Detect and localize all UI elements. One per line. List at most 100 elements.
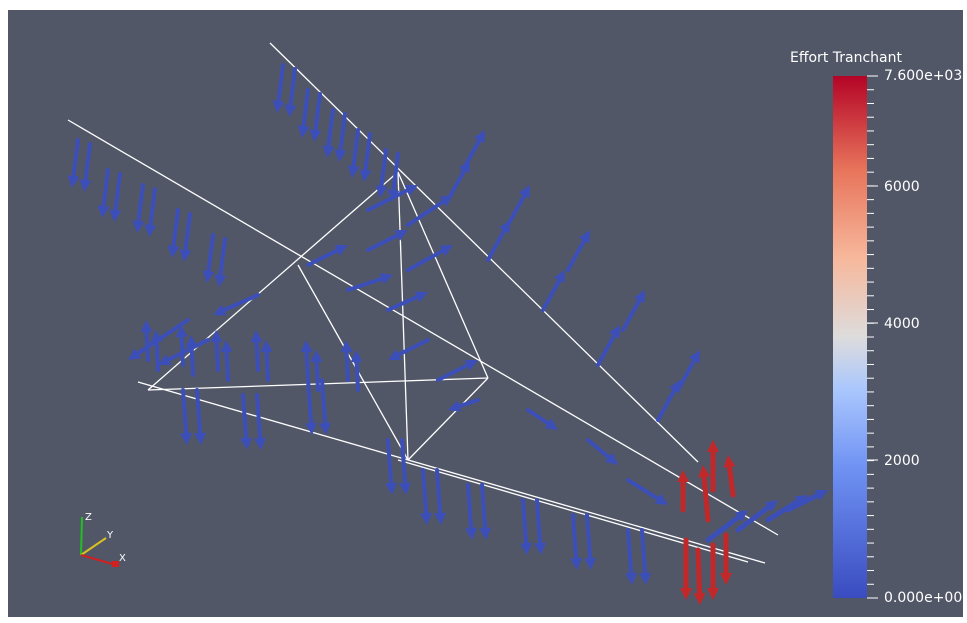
3d-render-viewport[interactable]: Effort Tranchant 7.600e+03 6000 4000 200… — [8, 10, 963, 617]
glyph-arrow-shaft — [71, 138, 80, 179]
glyph-arrow-shaft — [386, 294, 420, 312]
glyph-arrow-head — [688, 350, 700, 364]
glyph-arrow-head — [465, 527, 478, 540]
glyph-arrow-head — [420, 512, 433, 525]
glyph-arrow-shaft — [446, 168, 467, 202]
glyph-arrow-head — [404, 185, 418, 196]
mesh-edge — [407, 377, 489, 461]
glyph-arrow-shaft — [264, 349, 270, 382]
glyph-arrow-head — [175, 325, 188, 338]
glyph-arrow-shaft — [480, 483, 488, 531]
glyph-arrow-head — [414, 291, 428, 303]
glyph-arrow-head — [300, 340, 313, 353]
glyph-arrow-shaft — [621, 298, 642, 332]
y-axis-line — [80, 537, 107, 556]
glyph-arrow-head — [633, 290, 645, 304]
glyph-arrow-shaft — [183, 212, 192, 253]
colorbar-tick-label: 4000 — [884, 316, 920, 332]
glyph-arrow-head — [67, 175, 80, 188]
glyph-arrow-shaft — [320, 378, 328, 426]
colorbar-min-label: 0.000e+00 — [884, 590, 963, 606]
mesh-edge — [397, 171, 489, 379]
glyph-arrow-head — [220, 340, 233, 353]
glyph-arrow-shaft — [113, 172, 122, 213]
glyph-arrow-head — [693, 592, 706, 605]
glyph-arrow-head — [319, 422, 332, 435]
colorbar-tick-label: 2000 — [884, 453, 920, 469]
glyph-arrow-head — [310, 350, 323, 363]
glyph-arrow-head — [97, 205, 110, 218]
glyph-arrow-head — [167, 245, 180, 258]
colorbar-tick-label: 6000 — [884, 179, 920, 195]
glyph-arrow-shaft — [306, 378, 314, 426]
glyph-arrow-shaft — [486, 228, 507, 262]
glyph-arrow-shaft — [304, 349, 310, 382]
glyph-arrow-head — [334, 149, 347, 162]
glyph-arrow-shaft — [288, 67, 297, 108]
glyph-arrow-shaft — [435, 468, 443, 516]
z-axis-line — [80, 516, 83, 556]
glyph-arrow-head — [132, 220, 145, 233]
x-axis-cone — [112, 561, 119, 567]
glyph-arrow-shaft — [255, 393, 263, 441]
glyph-arrow-shaft — [136, 183, 145, 224]
mesh-edge — [297, 264, 409, 461]
glyph-arrow-shaft — [154, 339, 160, 372]
glyph-arrow-head — [698, 465, 711, 478]
glyph-arrow-shaft — [241, 393, 249, 441]
vector-glyph-scene[interactable] — [8, 10, 963, 617]
glyph-arrow-head — [764, 500, 778, 512]
glyph-arrow-head — [109, 209, 122, 222]
glyph-arrow-shaft — [406, 199, 446, 227]
glyph-arrow-head — [394, 230, 408, 241]
glyph-arrow-shaft — [735, 504, 771, 533]
glyph-arrow-head — [305, 422, 318, 435]
glyph-arrow-head — [128, 348, 142, 360]
glyph-arrow-shaft — [785, 492, 820, 513]
glyph-arrow-shaft — [135, 318, 190, 356]
glyph-arrow-head — [570, 557, 583, 570]
glyph-arrow-shaft — [195, 388, 203, 436]
glyph-arrow-head — [553, 270, 565, 284]
glyph-arrow-head — [479, 527, 492, 540]
glyph-arrow-shaft — [585, 513, 593, 561]
glyph-arrow-head — [720, 573, 732, 585]
glyph-arrow-head — [210, 330, 223, 343]
glyph-arrow-head — [439, 245, 453, 257]
glyph-arrow-shaft — [406, 248, 445, 272]
glyph-arrow-shaft — [571, 513, 579, 561]
glyph-arrow-shaft — [521, 498, 529, 546]
glyph-arrow-shaft — [726, 464, 736, 498]
glyph-arrow-head — [434, 512, 447, 525]
glyph-arrow-shaft — [301, 88, 310, 129]
glyph-arrow-head — [340, 340, 353, 353]
glyph-arrow-shaft — [344, 349, 350, 382]
glyph-arrow-head — [625, 572, 638, 585]
glyph-arrow-shaft — [765, 498, 801, 523]
glyph-arrow-shaft — [313, 92, 322, 133]
glyph-arrow-shaft — [457, 398, 480, 409]
glyph-arrow-shaft — [189, 344, 195, 377]
glyph-arrow-shaft — [354, 359, 360, 392]
glyph-arrow-shaft — [400, 438, 408, 486]
glyph-arrow-head — [79, 179, 92, 192]
colorbar-max-label: 7.600e+03 — [884, 68, 963, 84]
glyph-arrow-shaft — [596, 333, 617, 367]
glyph-arrow-head — [250, 330, 263, 343]
glyph-arrow-shaft — [566, 238, 587, 272]
glyph-arrow-shaft — [276, 63, 285, 104]
glyph-arrow-head — [639, 572, 652, 585]
glyph-arrow-shaft — [386, 438, 394, 486]
glyph-arrow-head — [814, 490, 828, 501]
glyph-arrow-head — [518, 185, 530, 199]
x-axis-line — [80, 554, 117, 566]
glyph-arrow-head — [707, 588, 719, 600]
colorbar-gradient — [833, 76, 867, 598]
glyph-arrow-shaft — [436, 363, 470, 382]
glyph-arrows — [67, 63, 828, 605]
glyph-arrow-head — [464, 360, 478, 371]
glyph-arrow-shaft — [351, 128, 360, 169]
glyph-arrow-shaft — [526, 408, 551, 426]
glyph-arrow-head — [334, 245, 348, 256]
mesh-edge — [67, 119, 779, 536]
